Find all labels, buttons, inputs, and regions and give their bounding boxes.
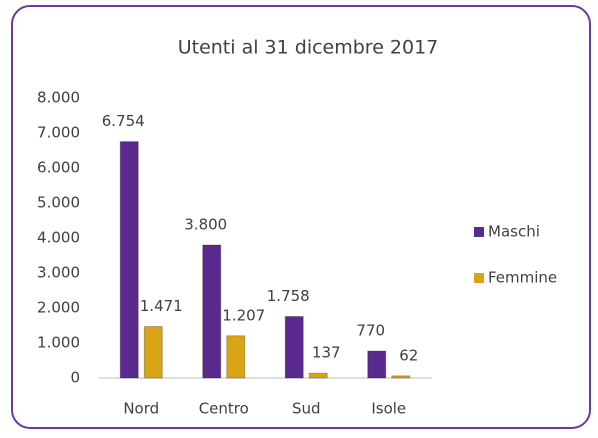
bar [202,244,222,379]
bar [284,315,304,379]
value-label: 3.800 [184,216,227,234]
bar [226,335,246,379]
value-label: 6.754 [102,112,145,130]
y-tick-label: 5.000 [37,194,80,212]
bar [308,372,328,379]
x-tick-label: Nord [123,400,159,418]
value-label: 1.207 [222,306,265,324]
legend-label: Maschi [488,223,540,241]
y-tick-label: 4.000 [37,229,80,247]
value-label: 1.471 [140,297,183,315]
value-label: 1.758 [267,287,310,305]
legend-swatch [474,227,484,237]
y-tick-label: 2.000 [37,299,80,317]
x-tick-label: Isole [371,400,406,418]
bar [367,350,387,379]
bar [391,375,411,379]
y-tick-label: 0 [70,369,80,387]
legend-label: Femmine [488,269,557,287]
y-tick-label: 1.000 [37,334,80,352]
y-tick-label: 8.000 [37,89,80,107]
value-label: 62 [399,346,418,364]
x-tick-label: Centro [199,400,249,418]
bar [119,141,139,379]
legend-swatch [474,273,484,283]
y-tick-label: 6.000 [37,159,80,177]
value-label: 137 [312,344,341,362]
bar [143,326,163,379]
x-tick-label: Sud [292,400,321,418]
chart-frame [11,5,591,429]
chart-title: Utenti al 31 dicembre 2017 [178,37,439,59]
y-tick-label: 7.000 [37,124,80,142]
y-tick-label: 3.000 [37,264,80,282]
value-label: 770 [356,322,385,340]
